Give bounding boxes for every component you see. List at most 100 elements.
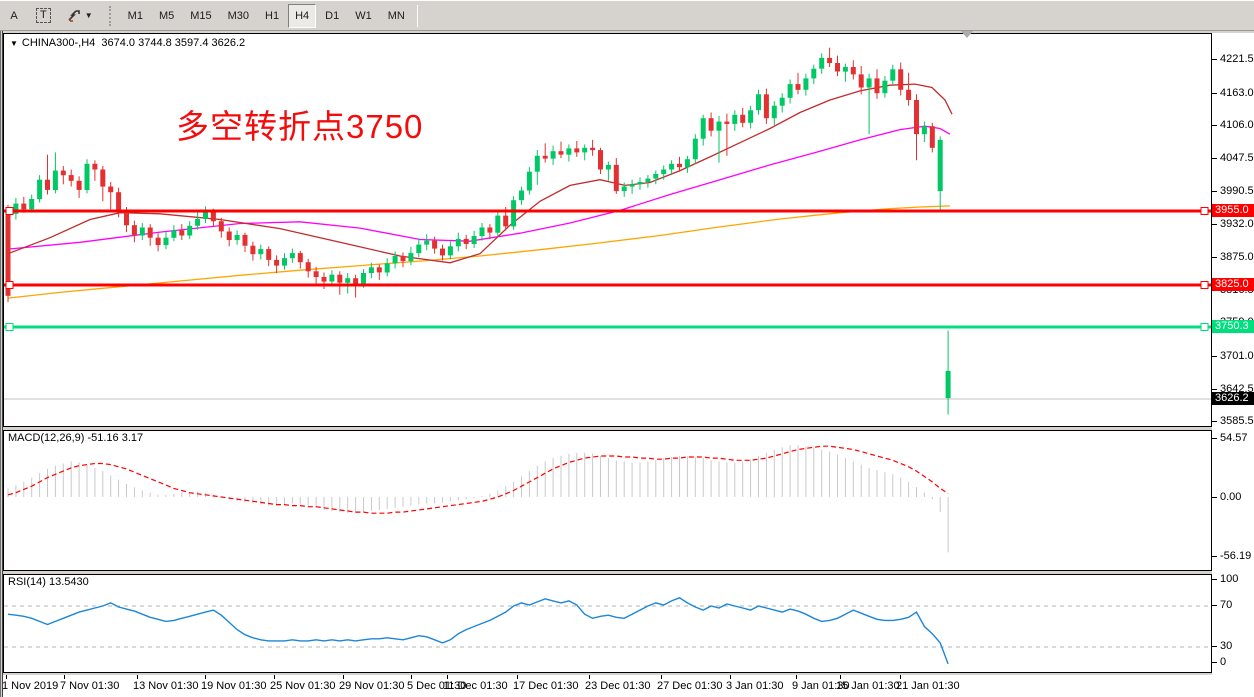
rsi-tick-mark [1212, 605, 1217, 606]
price-tick-label: 4221.5 [1220, 53, 1254, 65]
current-price-tag: 3626.2 [1212, 392, 1254, 405]
time-tick-mark [447, 675, 448, 679]
time-axis-label: 7 Nov 01:30 [60, 680, 120, 692]
annotate-text-button[interactable]: A [10, 9, 18, 22]
time-axis-label: 15 Jan 01:30 [836, 680, 900, 692]
price-tick-mark [1212, 59, 1217, 60]
macd-tick-label: -56.19 [1220, 550, 1252, 562]
price-tick-label: 3932.0 [1220, 218, 1254, 230]
macd-tick-label: 0.00 [1220, 491, 1242, 503]
toolbar: A T ▼ M1 M5 M15 M30 H1 H4 D1 W1 MN [0, 0, 1254, 31]
chart-title: ▼ CHINA300-,H4 3674.0 3744.8 3597.4 3626.… [10, 37, 245, 49]
price-tick-mark [1212, 389, 1217, 390]
time-tick-mark [796, 675, 797, 679]
time-tick-mark [517, 675, 518, 679]
chart-shift-marker-icon[interactable] [960, 30, 974, 38]
time-axis-label: 21 Jan 01:30 [896, 680, 960, 692]
rsi-indicator-label: RSI(14) 13.5430 [8, 576, 89, 588]
price-tick-label: 3585.5 [1220, 415, 1254, 427]
macd-indicator-label: MACD(12,26,9) -51.16 3.17 [8, 432, 144, 444]
rsi-panel[interactable] [3, 574, 1212, 673]
time-axis-label: 27 Dec 01:30 [657, 680, 723, 692]
time-axis-label: 3 Jan 01:30 [726, 680, 784, 692]
time-tick-mark [840, 675, 841, 679]
rsi-tick-mark [1212, 646, 1217, 647]
style-switcher-button[interactable]: ▼ [60, 4, 100, 28]
macd-tick-mark [1212, 556, 1217, 557]
rsi-tick-mark [1212, 662, 1217, 663]
price-axis: 4221.5 4163.0 4106.0 4047.5 3990.5 3932.0 3875… [1212, 33, 1254, 697]
time-tick-mark [274, 675, 275, 679]
time-tick-mark [589, 675, 590, 679]
chart-annotation-text[interactable]: 多空转折点3750 [176, 108, 424, 145]
text-label-icon: T [36, 8, 51, 23]
time-axis-label: 11 Dec 01:30 [443, 680, 508, 692]
price-tick-label: 4047.5 [1220, 152, 1254, 164]
price-tick-label: 4163.0 [1220, 87, 1254, 99]
price-tick-label: 3701.0 [1220, 350, 1254, 362]
time-tick-mark [343, 675, 344, 679]
macd-tick-label: 54.57 [1220, 432, 1248, 444]
timeframe-button-w1[interactable]: W1 [355, 9, 372, 22]
time-tick-mark [900, 675, 901, 679]
main-chart-panel[interactable] [3, 33, 1212, 427]
rsi-tick-mark [1212, 579, 1217, 580]
time-tick-mark [411, 675, 412, 679]
rsi-tick-label: 100 [1220, 573, 1239, 585]
time-tick-mark [661, 675, 662, 679]
symbol-dropdown-icon[interactable]: ▼ [10, 39, 18, 48]
time-axis: 1 Nov 2019 7 Nov 01:30 13 Nov 01:30 19 Nov … [2, 675, 1212, 697]
toolbar-separator [416, 4, 418, 27]
timeframe-button-m15[interactable]: M15 [190, 9, 212, 22]
timeframe-button-m5[interactable]: M5 [158, 9, 175, 22]
time-axis-label: 13 Nov 01:30 [133, 680, 199, 692]
price-tick-mark [1212, 421, 1217, 422]
ohlc-readout: 3674.0 3744.8 3597.4 3626.2 [101, 37, 246, 49]
time-axis-label: 19 Nov 01:30 [201, 680, 267, 692]
rsi-tick-label: 70 [1220, 599, 1233, 611]
timeframe-button-h4[interactable]: H4 [288, 3, 317, 28]
price-tick-label: 3875.0 [1220, 251, 1254, 263]
time-axis-label: 1 Nov 2019 [2, 680, 59, 692]
dropdown-caret-icon: ▼ [84, 11, 93, 20]
price-tick-mark [1212, 125, 1217, 126]
price-tick-mark [1212, 224, 1217, 225]
timeframe-button-mn[interactable]: MN [387, 9, 405, 22]
time-tick-mark [205, 675, 206, 679]
time-axis-label: 29 Nov 01:30 [339, 680, 405, 692]
timeframe-button-m1[interactable]: M1 [127, 9, 143, 22]
time-tick-mark [6, 675, 7, 679]
price-tick-mark [1212, 191, 1217, 192]
time-tick-mark [64, 675, 65, 679]
price-tick-label: 4106.0 [1220, 119, 1254, 131]
rsi-tick-label: 30 [1220, 640, 1233, 652]
price-tick-mark [1212, 257, 1217, 258]
text-label-button[interactable]: T [29, 4, 58, 28]
macd-tick-mark [1212, 497, 1217, 498]
level-price-tag[interactable]: 3955.0 [1212, 204, 1254, 217]
macd-panel[interactable] [3, 430, 1212, 571]
timeframe-toolbar: M1 M5 M15 M30 H1 H4 D1 W1 MN [120, 3, 413, 28]
price-tick-label: 3990.5 [1220, 185, 1254, 197]
window-left-edge [0, 31, 3, 697]
timeframe-button-m30[interactable]: M30 [227, 9, 250, 22]
symbol-period-label: CHINA300-,H4 [21, 37, 96, 49]
time-axis-label: 5 Dec 01:30 [407, 680, 467, 692]
macd-tick-mark [1212, 438, 1217, 439]
time-axis-label: 9 Jan 01:30 [792, 680, 850, 692]
style-switcher-icon [68, 9, 80, 22]
toolbar-drag-handle[interactable] [108, 5, 114, 26]
time-axis-label: 25 Nov 01:30 [270, 680, 336, 692]
price-tick-mark [1212, 93, 1217, 94]
time-tick-mark [137, 675, 138, 679]
level-price-tag[interactable]: 3825.0 [1212, 278, 1254, 291]
timeframe-button-h1[interactable]: H1 [265, 9, 280, 22]
timeframe-button-d1[interactable]: D1 [325, 9, 340, 22]
level-price-tag[interactable]: 3750.3 [1212, 320, 1254, 333]
time-axis-label: 17 Dec 01:30 [513, 680, 579, 692]
rsi-tick-label: 0 [1220, 656, 1227, 668]
time-axis-label: 23 Dec 01:30 [585, 680, 651, 692]
price-tick-mark [1212, 356, 1217, 357]
price-tick-mark [1212, 158, 1217, 159]
time-tick-mark [730, 675, 731, 679]
